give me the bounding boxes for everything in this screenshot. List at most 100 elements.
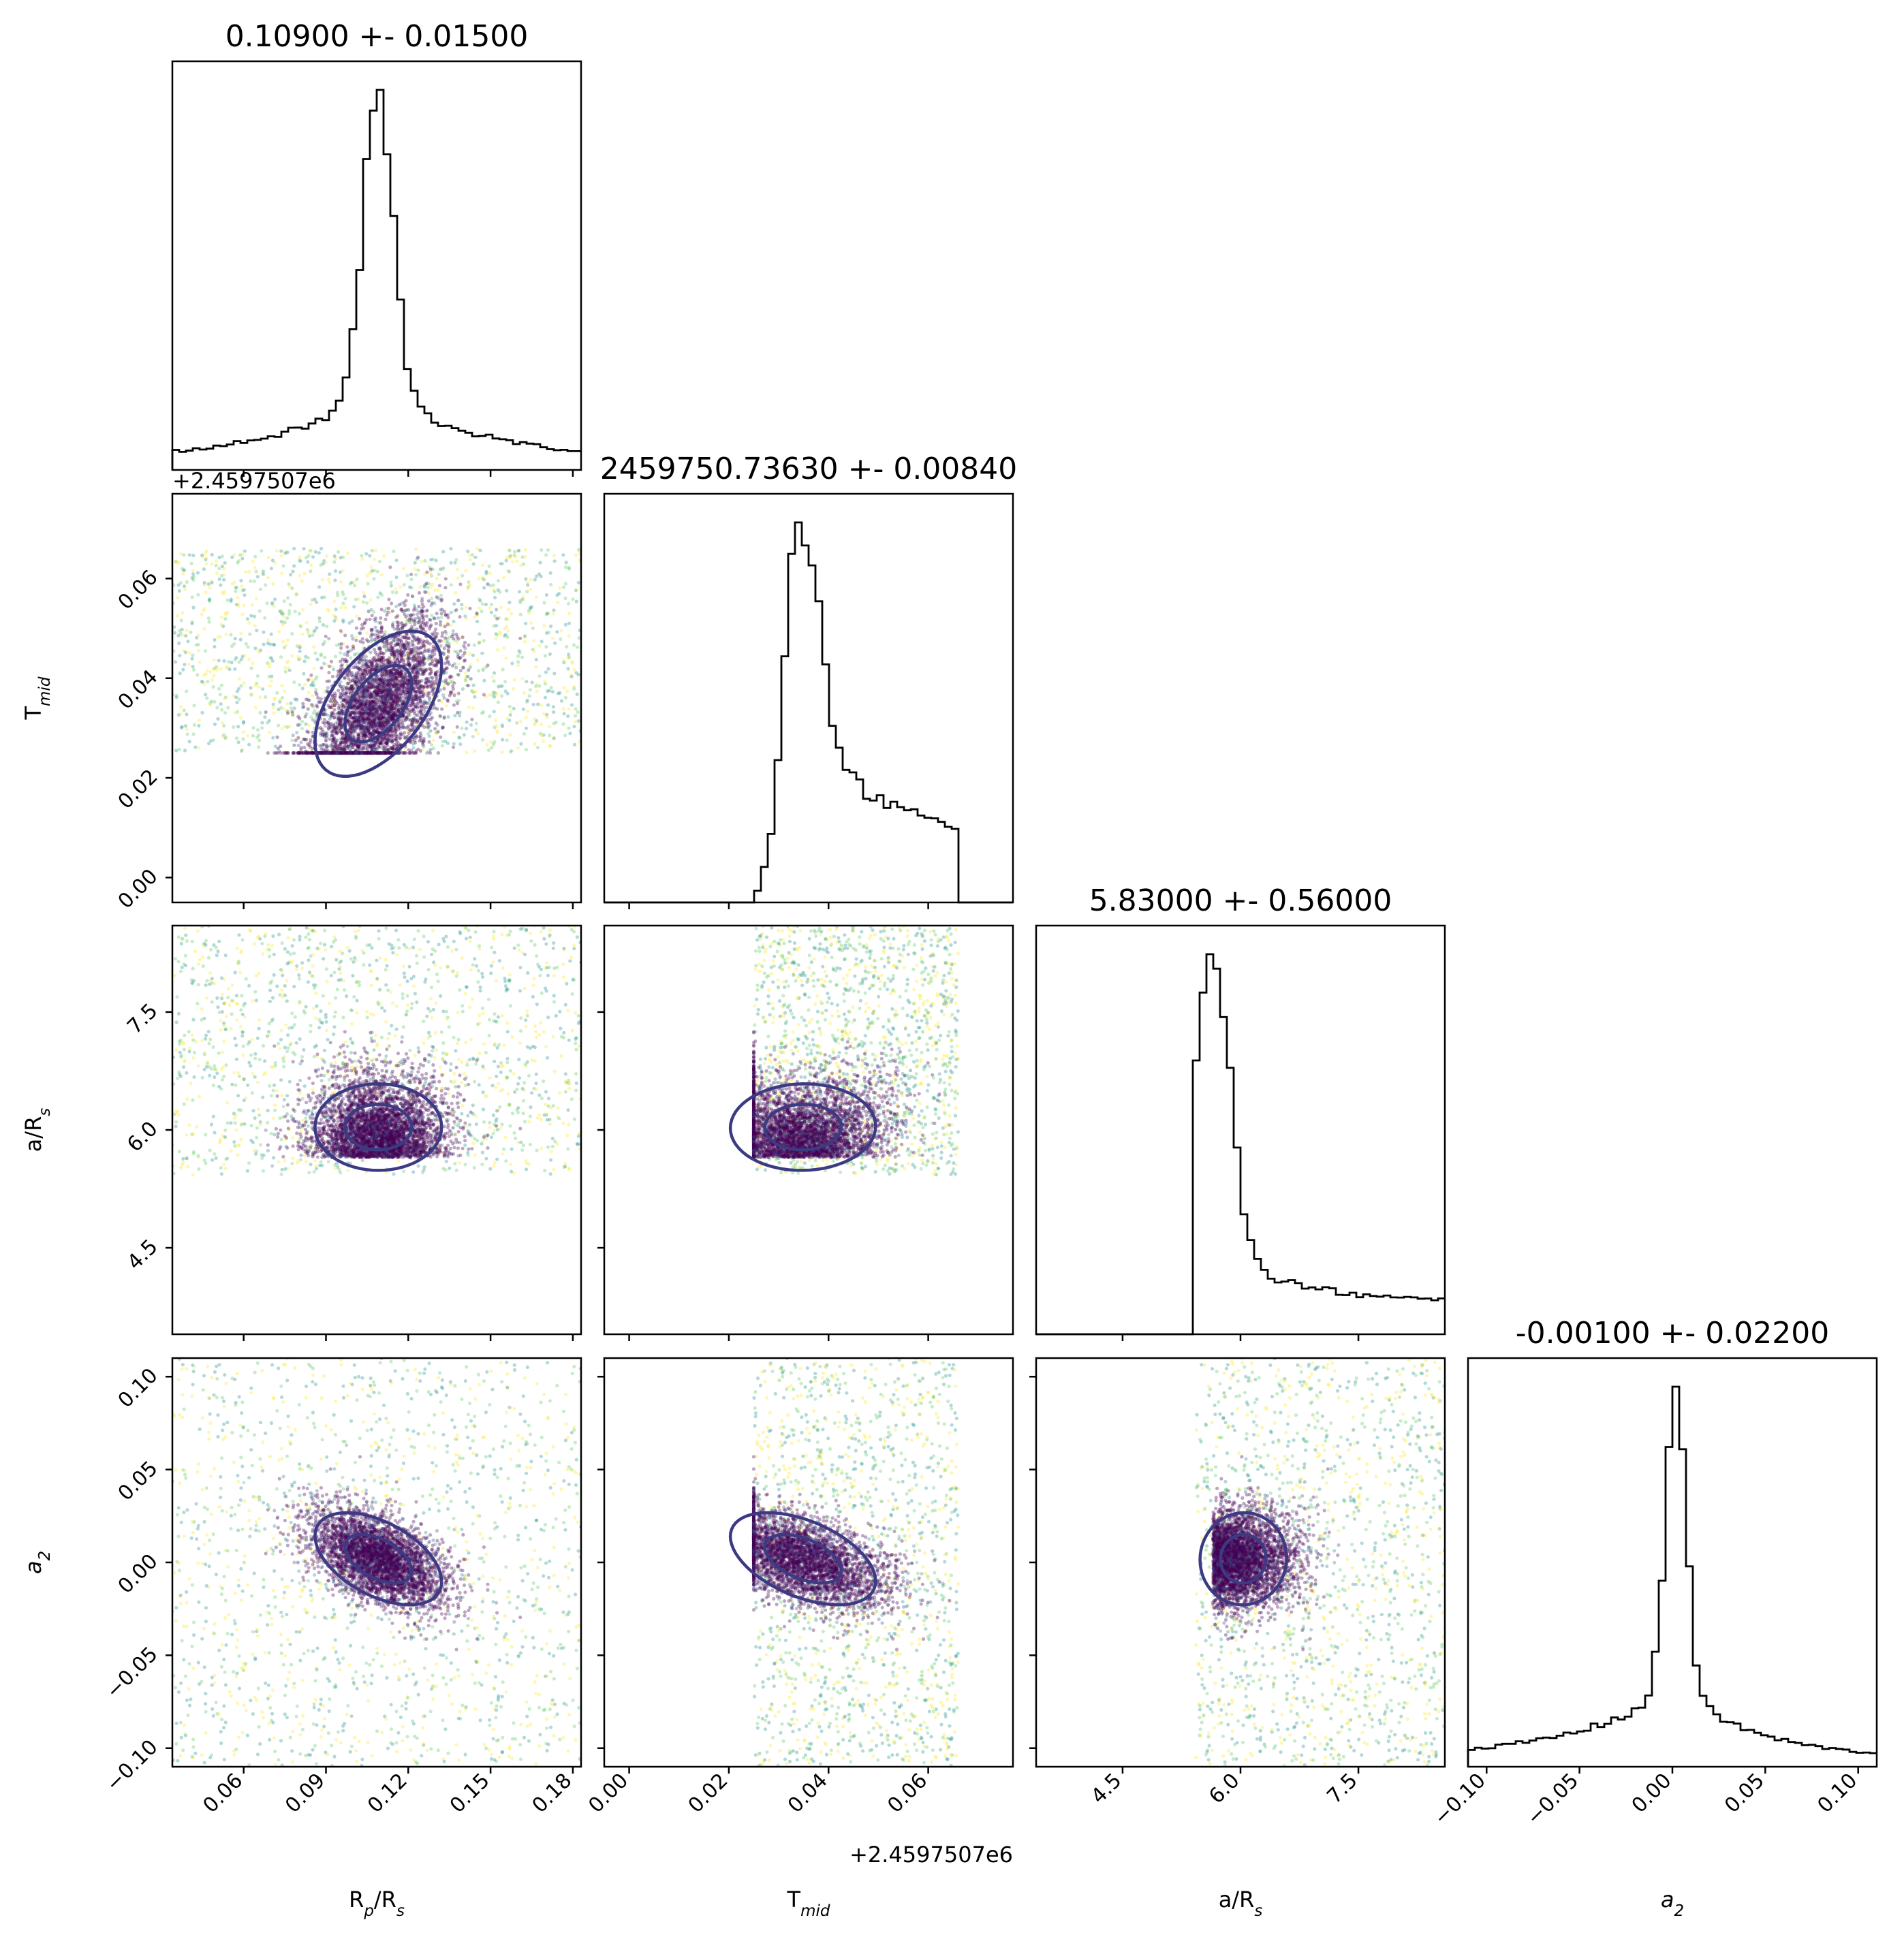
scatter-point [349,706,354,710]
scatter-point [495,729,499,733]
scatter-point [352,605,356,609]
scatter-point [377,682,381,686]
scatter-point [466,684,471,688]
scatter-point [412,717,416,721]
scatter-point [213,637,217,642]
scatter-point [176,596,180,600]
scatter-point [388,706,392,710]
scatter-point [242,681,246,685]
scatter-point [222,659,226,663]
scatter-point [518,719,523,723]
scatter-point [440,634,444,638]
scatter-point [270,601,275,605]
scatter-point [341,731,345,736]
scatter-point [443,625,448,629]
scatter-point [357,721,361,725]
scatter-point [353,729,358,734]
scatter-point [467,580,471,584]
scatter-point [306,697,310,702]
scatter-point [238,553,243,557]
scatter-point [502,646,506,650]
scatter-point [423,648,427,652]
scatter-point [220,573,224,578]
scatter-point [291,569,295,573]
scatter-point [364,637,369,642]
scatter-point [409,625,414,629]
scatter-point [240,749,244,753]
scatter-point [456,736,461,740]
scatter-point [371,725,375,729]
scatter-point [196,633,200,637]
scatter-point [281,640,285,644]
scatter-point [426,726,430,730]
scatter-point [336,751,340,755]
scatter-point [191,553,196,558]
scatter-point [390,623,395,627]
scatter-point [516,654,520,659]
scatter-point [239,578,243,583]
scatter-point [211,738,215,742]
scatter-point [439,644,443,648]
scatter-point [339,751,343,755]
scatter-point [323,640,327,644]
scatter-point [410,643,414,647]
scatter-point [392,689,396,693]
scatter-point [435,635,439,639]
scatter-point [309,703,313,707]
scatter-point [414,547,418,551]
scatter-point [254,597,258,601]
scatter-point [390,739,394,743]
scatter-point [394,727,398,731]
scatter-point [426,591,431,595]
scatter-point [355,652,359,656]
scatter-point [468,665,472,670]
scatter-point [442,696,446,700]
scatter-point [412,688,417,692]
scatter-point [371,751,375,755]
scatter-point [475,613,480,618]
scatter-point [313,597,317,601]
scatter-point [574,588,578,593]
scatter-point [232,694,236,698]
scatter-point [401,650,405,654]
scatter-point [292,564,296,568]
scatter-point [572,684,576,689]
scatter-point [337,751,341,755]
scatter-point [396,723,401,727]
scatter-point [333,721,337,725]
scatter-point [353,751,358,755]
scatter-point [290,631,294,636]
scatter-point [419,646,423,650]
scatter-point [412,656,416,660]
scatter-point [271,582,275,586]
scatter-point [393,640,397,644]
scatter-point [285,661,289,665]
scatter-point [419,645,424,649]
scatter-point [546,667,550,671]
scatter-point [249,614,253,618]
scatter-point [247,742,251,746]
scatter-point [266,637,270,642]
scatter-point [327,637,331,641]
scatter-point [512,706,516,710]
scatter-point [428,618,432,622]
scatter-point [283,666,287,670]
scatter-point [513,550,517,554]
scatter-point [275,548,279,553]
scatter-point [268,661,272,666]
scatter-point [451,745,456,749]
scatter-point [364,659,369,663]
scatter-point [441,569,445,573]
scatter-point [394,604,399,609]
scatter-point [454,558,458,562]
scatter-point [183,749,187,753]
scatter-point [436,616,441,620]
scatter-point [462,659,467,663]
scatter-point [390,710,395,714]
scatter-point [332,554,337,558]
scatter-point [270,602,275,607]
scatter-point [251,661,255,665]
scatter-point [264,710,268,714]
scatter-point [299,748,303,752]
scatter-point [357,631,362,635]
